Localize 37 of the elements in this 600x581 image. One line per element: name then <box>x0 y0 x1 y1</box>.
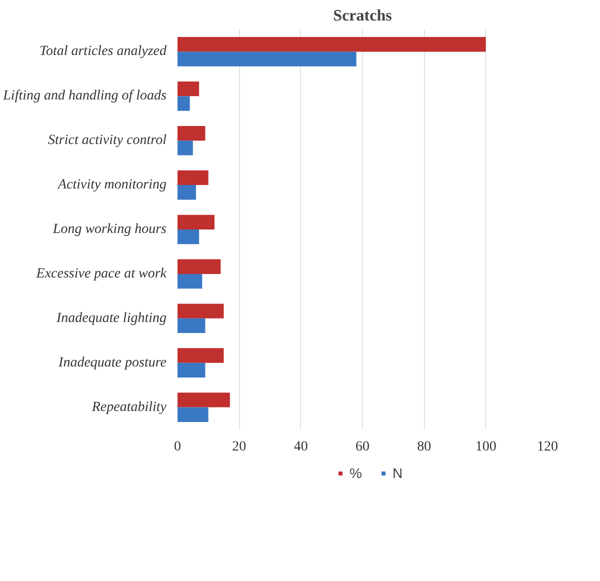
bar <box>178 140 193 156</box>
x-tick-label: 0 <box>174 440 181 454</box>
bar <box>178 259 221 274</box>
y-tick-label: Total articles analyzed <box>39 44 168 60</box>
bar <box>178 304 224 318</box>
bar <box>178 126 206 141</box>
bar <box>178 52 356 66</box>
chart-title: Scratchs <box>333 8 392 24</box>
bar <box>178 407 208 422</box>
x-tick-label: 100 <box>475 440 496 454</box>
bar <box>178 37 486 52</box>
x-tick-label: 60 <box>356 440 370 454</box>
y-tick-label: Lifting and handling of loads <box>2 88 168 104</box>
bar <box>178 274 202 289</box>
y-tick-label: Activity monitoring <box>57 178 167 193</box>
x-tick-label: 40 <box>294 440 308 454</box>
bar <box>178 392 230 408</box>
y-tick-label: Strict activity control <box>48 133 167 148</box>
y-tick-label: Inadequate posture <box>58 355 167 370</box>
y-tick-label: Excessive pace at work <box>35 266 168 282</box>
x-tick-label: 20 <box>232 440 246 454</box>
bar <box>178 170 208 186</box>
x-tick-label: 80 <box>417 440 432 454</box>
bar <box>178 185 196 200</box>
bar <box>178 362 206 378</box>
bar <box>178 348 224 363</box>
x-tick-label: 120 <box>537 440 558 454</box>
y-tick-label: Inadequate lighting <box>55 310 167 326</box>
y-tick-label: Long working hours <box>52 222 168 237</box>
bar <box>178 318 206 334</box>
bar <box>178 82 200 96</box>
legend-label: N <box>392 465 404 481</box>
bar <box>178 230 200 244</box>
bar <box>178 96 190 111</box>
bar <box>178 214 214 230</box>
y-tick-label: Repeatability <box>90 400 168 415</box>
legend-label: % <box>350 465 363 481</box>
